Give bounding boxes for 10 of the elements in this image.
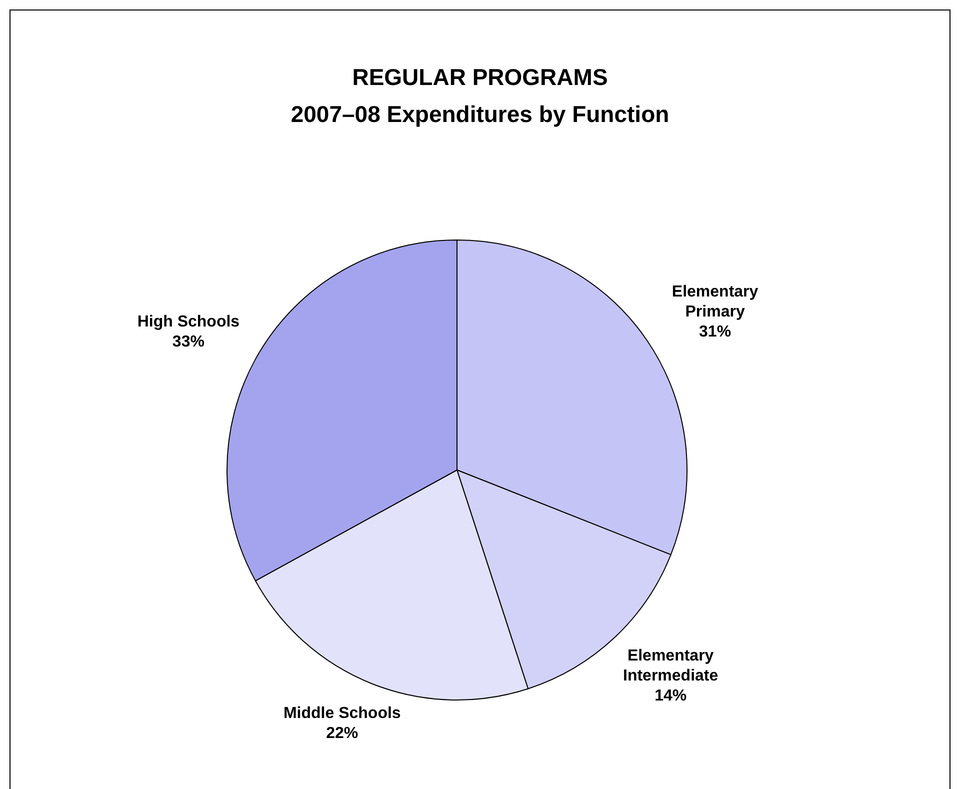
slice-label: High Schools: [137, 314, 240, 331]
slice-label: Elementary Primary: [672, 283, 758, 320]
slice-label: Elementary Intermediate: [623, 648, 718, 685]
data-label: 33%: [172, 334, 204, 351]
data-label: 31%: [699, 323, 732, 340]
data-label: 22%: [326, 724, 358, 742]
chart-subtitle: 2007–08 Expenditures by Function: [290, 101, 670, 127]
slice-label: Middle Schools: [283, 704, 401, 722]
data-label: 14%: [654, 688, 687, 705]
chart-title: REGULAR PROGRAMS: [352, 64, 608, 90]
